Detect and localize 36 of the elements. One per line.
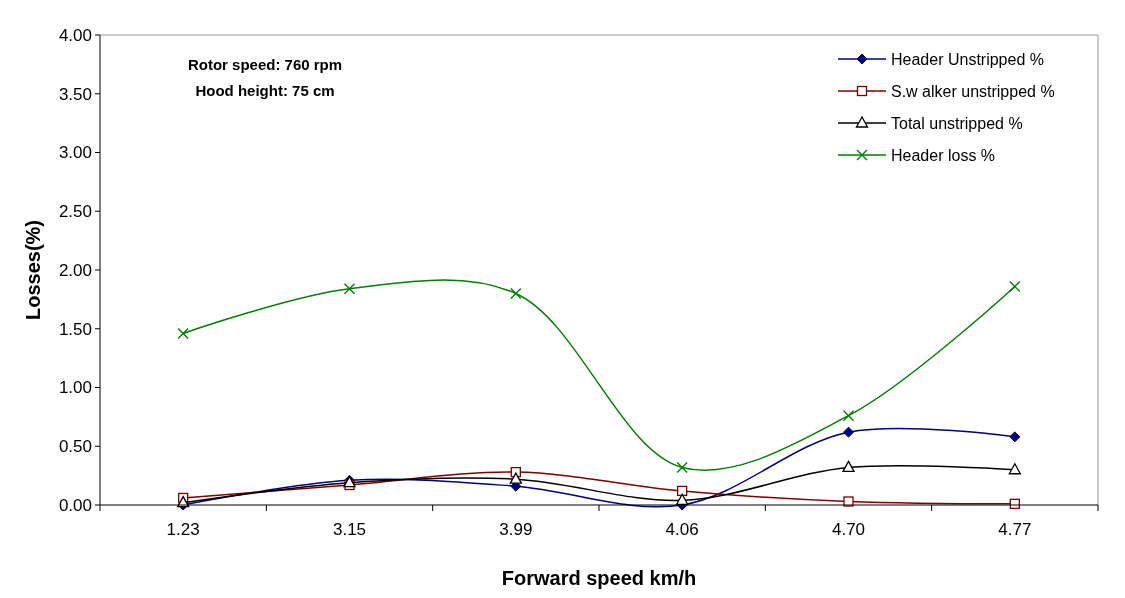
point: [1009, 431, 1021, 443]
y-tick-label: 0.00: [58, 495, 92, 515]
annotation: Rotor speed: 760 rpm: [187, 56, 343, 73]
point: [1008, 463, 1021, 475]
point: [177, 327, 189, 340]
legend-label: S.w alker unstripped %: [891, 82, 1055, 100]
x-tick-label: 4.06: [665, 520, 699, 539]
point: [1009, 280, 1021, 293]
x-tick-label: 1.23: [166, 520, 200, 539]
legend-label: Total unstripped %: [891, 114, 1023, 132]
point: [677, 485, 688, 497]
x-tick-label: 4.70: [831, 520, 866, 539]
y-tick-label: 3.50: [58, 84, 92, 104]
legend-label: Header Unstripped %: [891, 50, 1044, 68]
y-tick-label: 2.50: [58, 202, 92, 222]
x-tick-label: 4.77: [998, 520, 1032, 539]
x-tick-label: 3.15: [332, 520, 367, 539]
point: [842, 410, 855, 422]
y-tick-label: 1.50: [58, 319, 92, 339]
x-tick-label: 3.99: [499, 520, 533, 539]
point: [843, 496, 854, 507]
y-tick-label: 0.50: [58, 437, 92, 457]
point: [843, 426, 854, 438]
y-tick-label: 2.00: [58, 260, 92, 280]
legend-label: Header loss %: [891, 146, 996, 164]
point: [509, 472, 522, 484]
annotation: Hood height: 75 cm: [195, 82, 335, 99]
y-tick-label: 3.00: [58, 143, 92, 163]
y-tick-label: 1.00: [58, 378, 92, 398]
y-tick-label: 4.00: [58, 25, 92, 45]
point: [343, 283, 356, 295]
point: [510, 287, 522, 300]
x-axis-title: Forward speed km/h: [501, 567, 697, 589]
point: [842, 460, 855, 473]
y-axis-title: Losses(%): [22, 219, 44, 321]
point: [676, 461, 688, 474]
